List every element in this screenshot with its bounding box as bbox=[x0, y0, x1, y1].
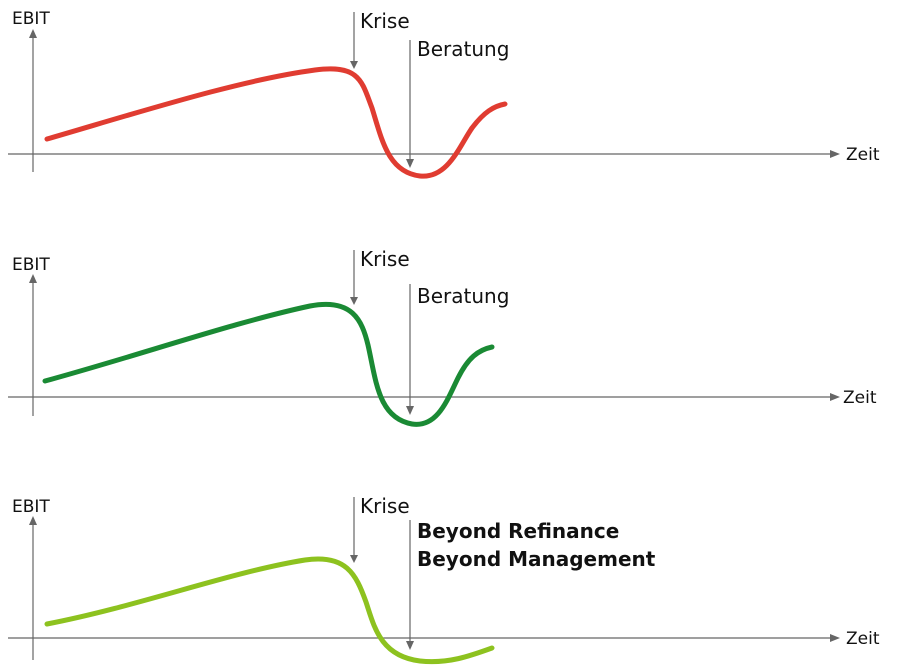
ebit-curve-lightgreen bbox=[44, 556, 495, 665]
y-axis-arrowhead bbox=[29, 29, 37, 38]
x-axis-label: Zeit bbox=[843, 388, 877, 408]
panel-1: EBIT Zeit Krise Beratung bbox=[8, 9, 880, 179]
x-axis-arrowhead bbox=[830, 150, 840, 158]
beyond-marker-arrowhead bbox=[406, 641, 414, 650]
krise-marker-arrowhead bbox=[350, 555, 358, 563]
beratung-marker-arrowhead bbox=[406, 406, 414, 415]
y-axis-label: EBIT bbox=[12, 497, 50, 517]
panel-2: EBIT Zeit Krise Beratung bbox=[8, 247, 877, 427]
beratung-label: Beratung bbox=[417, 284, 509, 308]
krise-label: Krise bbox=[360, 494, 410, 518]
y-axis-label: EBIT bbox=[12, 9, 50, 29]
beratung-marker-arrowhead bbox=[406, 159, 414, 168]
krise-label: Krise bbox=[360, 9, 410, 33]
y-axis-arrowhead bbox=[29, 274, 37, 283]
krise-marker-arrowhead bbox=[350, 61, 358, 69]
krise-label: Krise bbox=[360, 247, 410, 271]
beyond-refinance-label: Beyond Refinance bbox=[417, 519, 619, 543]
x-axis-label: Zeit bbox=[846, 145, 880, 165]
beratung-label: Beratung bbox=[417, 37, 509, 61]
x-axis-arrowhead bbox=[830, 393, 840, 401]
x-axis-label: Zeit bbox=[846, 629, 880, 649]
beyond-management-label: Beyond Management bbox=[417, 547, 656, 571]
krise-marker-arrowhead bbox=[350, 297, 358, 305]
x-axis-arrowhead bbox=[830, 634, 840, 642]
panel-3: EBIT Zeit Krise Beyond Refinance Beyond … bbox=[8, 494, 880, 665]
ebit-curve-green bbox=[42, 301, 495, 427]
ebit-curve-red bbox=[44, 66, 508, 179]
y-axis-label: EBIT bbox=[12, 255, 50, 275]
y-axis-arrowhead bbox=[29, 516, 37, 525]
